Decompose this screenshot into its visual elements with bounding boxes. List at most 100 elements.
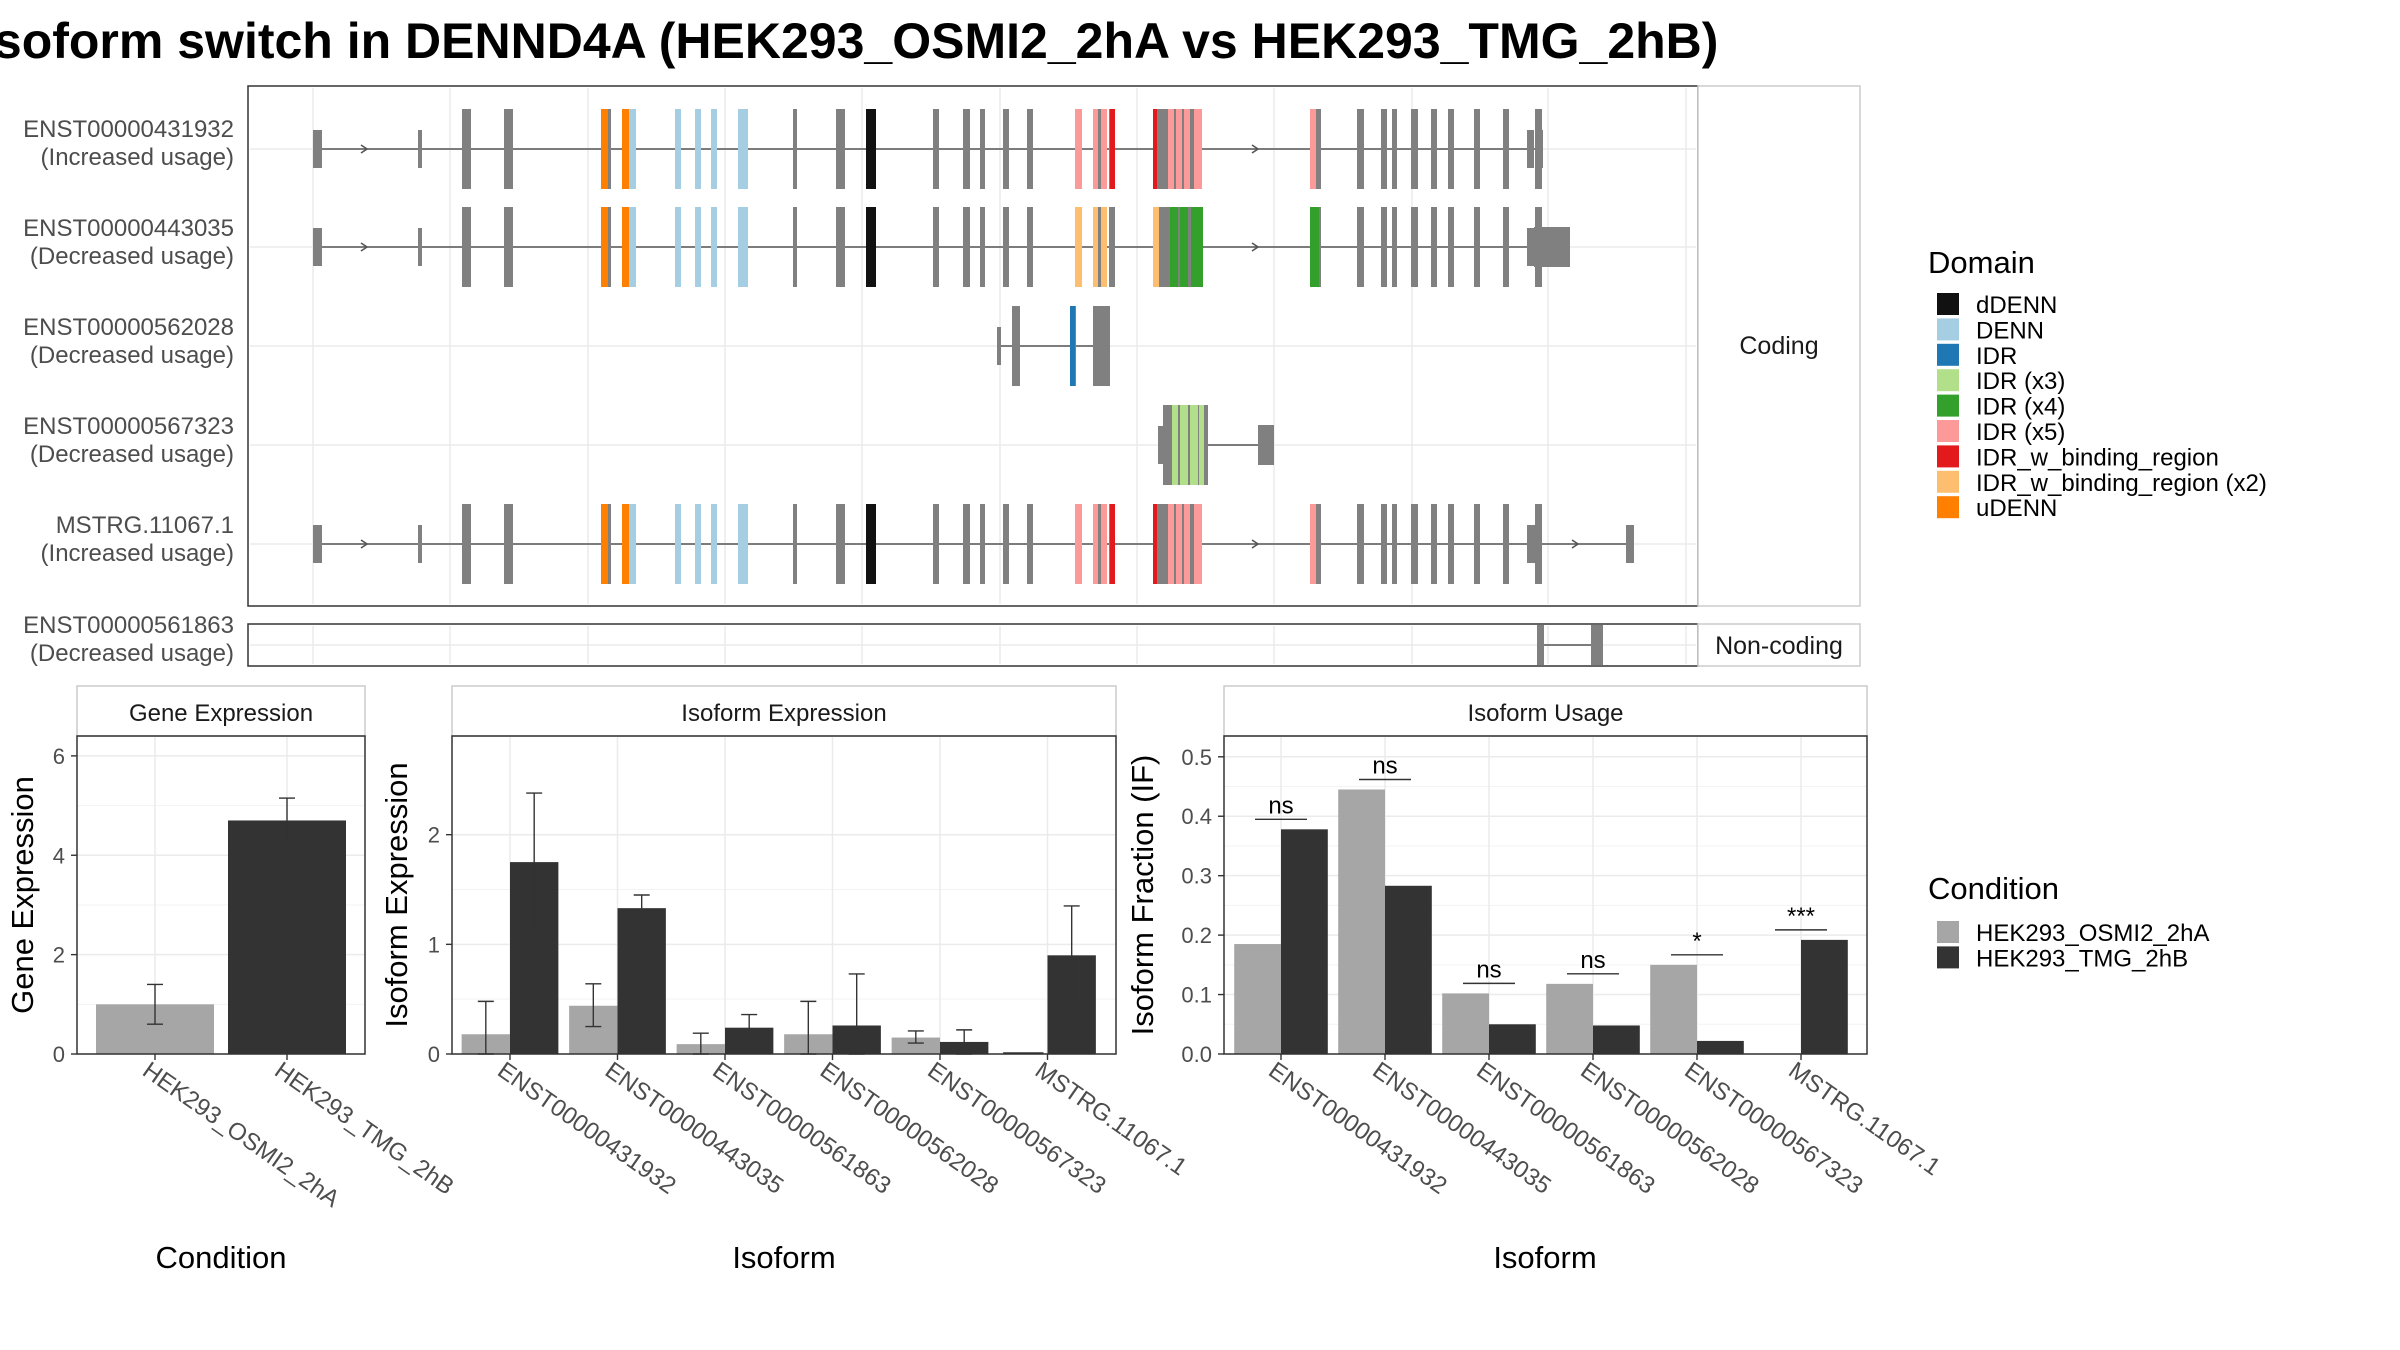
y-tick-label: 0.3 — [1181, 864, 1212, 889]
x-tick-label: ENST00000431932 — [1264, 1057, 1452, 1200]
exon — [1357, 109, 1364, 189]
exon — [1448, 109, 1454, 189]
legend-swatch — [1937, 445, 1959, 468]
domain-segment — [1194, 504, 1202, 584]
exon — [836, 109, 845, 189]
y-axis-title: Isoform Fraction (IF) — [1125, 755, 1160, 1036]
exon — [313, 130, 322, 168]
legend-swatch — [1937, 369, 1959, 392]
facet-strip — [1223, 685, 1868, 737]
exon — [462, 504, 471, 584]
domain-segment — [695, 504, 701, 584]
domain-segment — [1180, 207, 1188, 287]
domain-segment — [1110, 109, 1115, 189]
domain-segment — [601, 207, 608, 287]
y-tick-label: 0.1 — [1181, 983, 1212, 1008]
exon — [418, 228, 422, 266]
domain-segment — [622, 504, 629, 584]
domain-segment — [1184, 109, 1190, 189]
coding-strip-label: Coding — [1739, 332, 1818, 360]
legend-swatch — [1937, 343, 1959, 366]
noncoding-strip — [1697, 623, 1861, 667]
exon — [997, 327, 1001, 365]
exon — [1003, 109, 1009, 189]
x-axis-title: Isoform — [1493, 1240, 1596, 1275]
exon — [980, 207, 985, 287]
bar — [228, 820, 346, 1054]
exon — [963, 207, 970, 287]
intron-arrow — [1251, 144, 1260, 154]
exon — [504, 207, 513, 287]
chart-panel: Isoform Expression012ENST00000431932ENST… — [379, 685, 1192, 1275]
domain-segment — [738, 207, 745, 287]
panel-border — [1223, 735, 1868, 1055]
exon — [1187, 109, 1197, 189]
exon — [313, 525, 322, 563]
transcript-usage-label: (Decreased usage) — [30, 342, 234, 369]
significance-label: ns — [1268, 792, 1293, 819]
legend-swatch — [1937, 921, 1959, 943]
exon — [1095, 109, 1103, 189]
legend-swatch — [1937, 318, 1959, 341]
transcript-track — [997, 306, 1110, 386]
exon — [1357, 504, 1364, 584]
significance-label: ns — [1372, 752, 1397, 779]
domain-segment — [1310, 109, 1316, 189]
transcript-labels: ENST00000431932(Increased usage)ENST0000… — [23, 116, 234, 667]
domain-segment — [1190, 405, 1198, 485]
exon — [1474, 109, 1480, 189]
y-tick-label: 1 — [428, 932, 440, 957]
exon — [504, 109, 513, 189]
exon — [1381, 109, 1387, 189]
domain-segment — [1199, 405, 1204, 485]
exon — [462, 207, 471, 287]
exon — [1312, 109, 1321, 189]
exon — [1474, 504, 1480, 584]
exon — [1530, 525, 1536, 563]
domain-segment — [1075, 504, 1082, 584]
exon — [1262, 426, 1266, 464]
exon — [1448, 504, 1454, 584]
exon — [1411, 109, 1418, 189]
exon — [1448, 207, 1454, 287]
exon — [1027, 109, 1033, 189]
bar — [1234, 944, 1281, 1054]
y-tick-label: 6 — [53, 744, 65, 769]
x-tick-label: ENST00000567323 — [1680, 1057, 1868, 1200]
exon — [933, 109, 939, 189]
exon — [1381, 504, 1387, 584]
bar — [1546, 983, 1593, 1054]
domain-segment — [622, 109, 629, 189]
exon — [1503, 207, 1509, 287]
domain-segment — [629, 207, 636, 287]
exon — [1626, 525, 1634, 563]
transcript-usage-label: (Increased usage) — [41, 144, 234, 171]
x-tick-label: ENST00000443035 — [600, 1057, 788, 1200]
transcript-id-label: ENST00000431932 — [23, 116, 234, 143]
exon — [1312, 504, 1321, 584]
bar — [1338, 789, 1385, 1054]
domain-segment — [1172, 405, 1178, 485]
exon — [793, 109, 797, 189]
legend-condition-label: HEK293_TMG_2hB — [1976, 945, 2188, 972]
domain-segment — [1184, 504, 1190, 584]
exon — [1431, 109, 1437, 189]
domain-segment — [1176, 109, 1182, 189]
legend-domain-label: IDR (x3) — [1976, 368, 2065, 395]
legend-domain-label: IDR_w_binding_region — [1976, 444, 2219, 471]
exon — [980, 504, 985, 584]
exon — [1411, 207, 1418, 287]
bar — [1489, 1024, 1536, 1054]
legend-domain-label: IDR (x4) — [1976, 394, 2065, 421]
domain-segment — [1170, 207, 1178, 287]
y-tick-label: 0.5 — [1181, 745, 1212, 770]
exon — [933, 207, 939, 287]
domain-segment — [675, 207, 681, 287]
exon — [1109, 207, 1115, 287]
exon — [1527, 130, 1534, 168]
figure-title: Isoform switch in DENND4A (HEK293_OSMI2_… — [0, 13, 1718, 69]
legend-domain-label: IDR — [1976, 343, 2017, 370]
y-tick-label: 2 — [53, 943, 65, 968]
